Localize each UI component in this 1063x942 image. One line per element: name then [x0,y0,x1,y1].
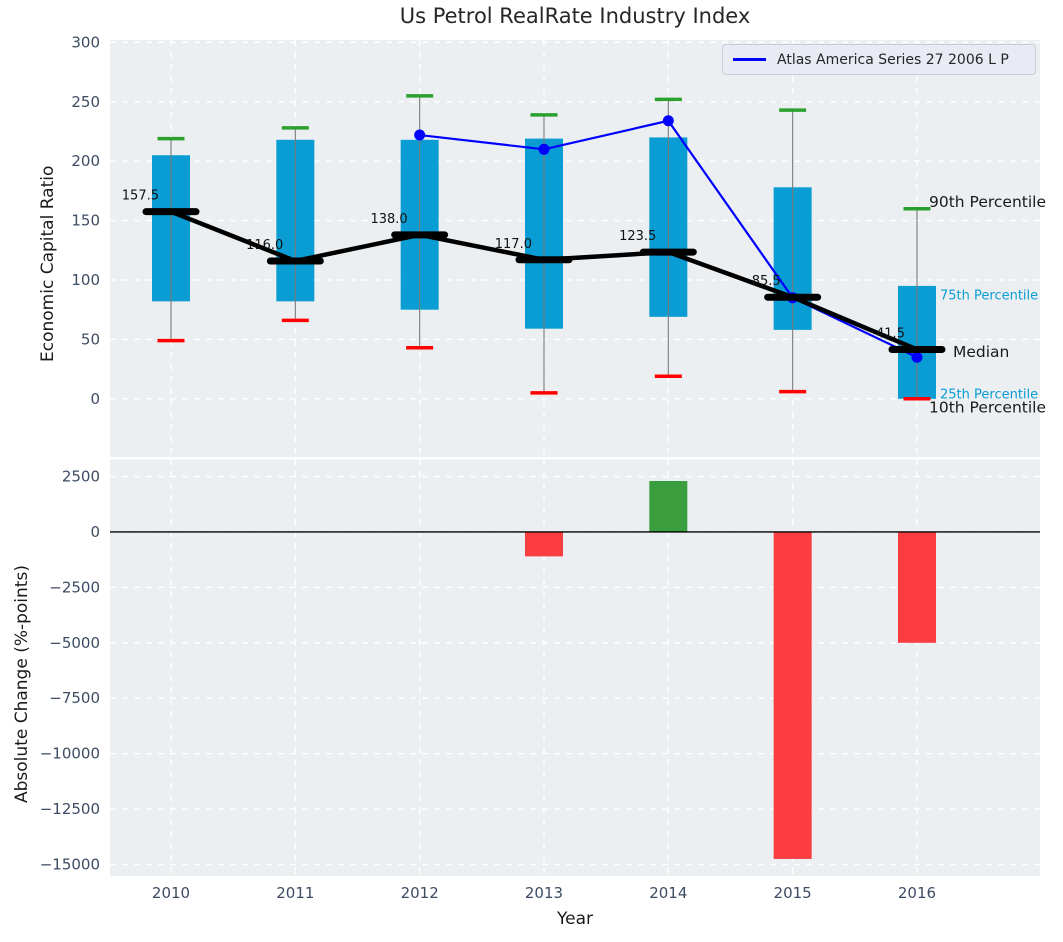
median-bar-2015 [764,293,822,301]
bottom-panel-bg [110,459,1040,876]
median-value-label-2014: 123.5 [619,229,656,244]
change-bar-2015 [773,531,812,859]
median-bar-2013 [515,256,573,264]
median-value-label-2016: 41.5 [876,326,905,341]
x-tick-label-2015: 2015 [774,884,812,902]
x-tick-label-2013: 2013 [525,884,563,902]
legend-label: Atlas America Series 27 2006 L P [777,51,1009,68]
y-tick-label: 0 [90,523,100,541]
median-value-label-2011: 116.0 [246,238,283,253]
top-y-axis-label: Economic Capital Ratio [38,165,58,362]
x-tick-label-2011: 2011 [276,884,314,902]
x-tick-label-2014: 2014 [649,884,687,902]
annotation-median: Median [953,343,1009,361]
annotation-10th-percentile: 10th Percentile [929,399,1046,417]
series-marker-2016 [911,351,923,363]
series-marker-2013 [538,143,550,155]
x-tick-label-2012: 2012 [401,884,439,902]
annotation-90th-percentile: 90th Percentile [929,193,1046,211]
median-value-label-2012: 138.0 [370,212,407,227]
legend-line-sample [733,58,766,61]
y-tick-label: 2500 [62,468,100,486]
median-value-label-2013: 117.0 [495,237,532,252]
y-tick-label: −2500 [49,578,100,596]
y-tick-label: 100 [71,271,100,289]
change-bar-2014 [649,481,688,532]
median-bar-2012 [391,231,449,239]
y-tick-label: −7500 [49,689,100,707]
y-tick-label: −10000 [40,745,100,763]
x-tick-label-2016: 2016 [898,884,936,902]
y-tick-label: 50 [81,330,100,348]
median-value-label-2015: 85.5 [752,274,781,289]
y-tick-label: −5000 [49,634,100,652]
legend: Atlas America Series 27 2006 L P [722,44,1036,75]
annotation-75th-percentile: 75th Percentile [940,289,1038,304]
y-tick-label: −15000 [40,855,100,873]
median-bar-2014 [639,248,697,256]
change-bar-2013 [524,531,563,557]
chart-title: Us Petrol RealRate Industry Index [399,4,751,28]
change-bar-2016 [897,531,936,643]
y-tick-label: 250 [71,93,100,111]
bottom-y-axis-label: Absolute Change (%-points) [12,565,32,803]
median-bar-2010 [142,208,200,216]
y-tick-label: 300 [71,33,100,51]
series-marker-2014 [662,115,674,127]
median-value-label-2010: 157.5 [122,189,159,204]
y-tick-label: −12500 [40,800,100,818]
x-tick-label-2010: 2010 [152,884,190,902]
median-bar-2011 [266,257,324,265]
y-tick-label: 200 [71,152,100,170]
median-bar-2016 [888,345,946,353]
series-marker-2012 [414,129,426,141]
y-tick-label: 150 [71,212,100,230]
x-axis-label: Year [557,909,593,929]
y-tick-label: 0 [90,390,100,408]
annotation-25th-percentile: 25th Percentile [940,387,1038,402]
